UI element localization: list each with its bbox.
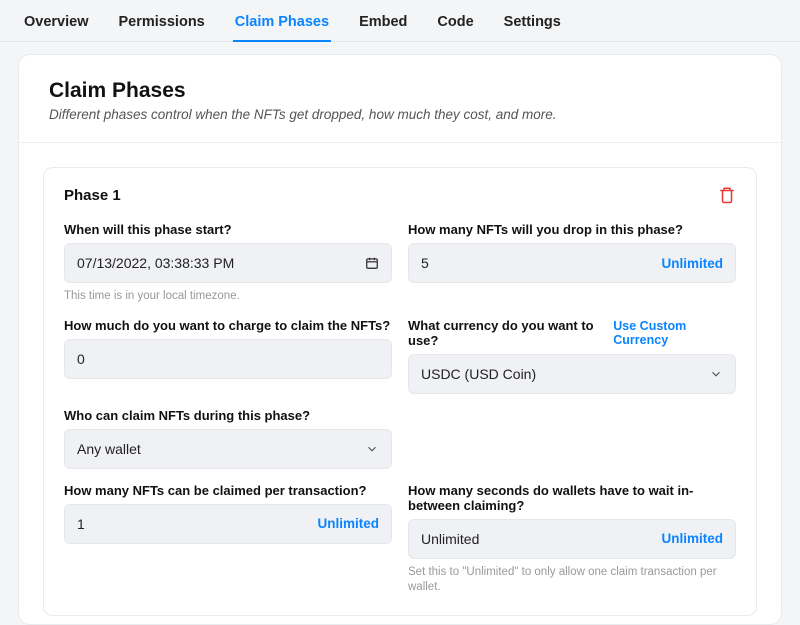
who-select[interactable]: Any wallet — [64, 429, 392, 469]
tab-settings[interactable]: Settings — [502, 8, 563, 42]
currency-select[interactable]: USDC (USD Coin) — [408, 354, 736, 394]
card-body: Phase 1 When will this phase start? 07/1… — [19, 143, 781, 624]
tab-code[interactable]: Code — [435, 8, 475, 42]
field-wait: How many seconds do wallets have to wait… — [408, 483, 736, 595]
per-tx-label: How many NFTs can be claimed per transac… — [64, 483, 366, 498]
price-label: How much do you want to charge to claim … — [64, 318, 390, 333]
who-value: Any wallet — [77, 441, 141, 457]
who-label: Who can claim NFTs during this phase? — [64, 408, 310, 423]
drop-count-value: 5 — [421, 255, 429, 271]
chevron-down-icon — [709, 367, 723, 381]
calendar-icon — [365, 256, 379, 270]
drop-count-input[interactable]: 5 Unlimited — [408, 243, 736, 283]
start-hint: This time is in your local timezone. — [64, 289, 392, 304]
claim-phases-card: Claim Phases Different phases control wh… — [18, 54, 782, 625]
wait-input[interactable]: Unlimited Unlimited — [408, 519, 736, 559]
phase-panel: Phase 1 When will this phase start? 07/1… — [43, 167, 757, 616]
chevron-down-icon — [365, 442, 379, 456]
currency-label: What currency do you want to use? — [408, 318, 613, 348]
price-value: 0 — [77, 351, 85, 367]
trash-icon — [718, 186, 736, 204]
per-tx-unlimited-link[interactable]: Unlimited — [317, 516, 379, 531]
tab-embed[interactable]: Embed — [357, 8, 409, 42]
field-price: How much do you want to charge to claim … — [64, 318, 392, 394]
page-title: Claim Phases — [49, 79, 751, 103]
tab-overview[interactable]: Overview — [22, 8, 91, 42]
tab-claim-phases[interactable]: Claim Phases — [233, 8, 331, 42]
field-who: Who can claim NFTs during this phase? An… — [64, 408, 392, 469]
delete-phase-button[interactable] — [718, 186, 736, 204]
wait-hint: Set this to "Unlimited" to only allow on… — [408, 565, 736, 595]
field-start: When will this phase start? 07/13/2022, … — [64, 222, 392, 304]
per-tx-value: 1 — [77, 516, 85, 532]
price-input[interactable]: 0 — [64, 339, 392, 379]
tabs-bar: Overview Permissions Claim Phases Embed … — [0, 0, 800, 42]
wait-unlimited-link[interactable]: Unlimited — [661, 531, 723, 546]
field-drop-count: How many NFTs will you drop in this phas… — [408, 222, 736, 304]
page-subtitle: Different phases control when the NFTs g… — [49, 107, 751, 122]
custom-currency-link[interactable]: Use Custom Currency — [613, 319, 736, 347]
wait-value: Unlimited — [421, 531, 479, 547]
tab-permissions[interactable]: Permissions — [117, 8, 207, 42]
phase-header: Phase 1 — [64, 186, 736, 204]
phase-title: Phase 1 — [64, 187, 121, 204]
field-currency: What currency do you want to use? Use Cu… — [408, 318, 736, 394]
drop-count-unlimited-link[interactable]: Unlimited — [661, 256, 723, 271]
card-header: Claim Phases Different phases control wh… — [19, 55, 781, 143]
drop-count-label: How many NFTs will you drop in this phas… — [408, 222, 683, 237]
start-value: 07/13/2022, 03:38:33 PM — [77, 255, 234, 271]
currency-value: USDC (USD Coin) — [421, 366, 536, 382]
wait-label: How many seconds do wallets have to wait… — [408, 483, 736, 513]
start-label: When will this phase start? — [64, 222, 232, 237]
field-per-tx: How many NFTs can be claimed per transac… — [64, 483, 392, 595]
start-datetime-input[interactable]: 07/13/2022, 03:38:33 PM — [64, 243, 392, 283]
per-tx-input[interactable]: 1 Unlimited — [64, 504, 392, 544]
